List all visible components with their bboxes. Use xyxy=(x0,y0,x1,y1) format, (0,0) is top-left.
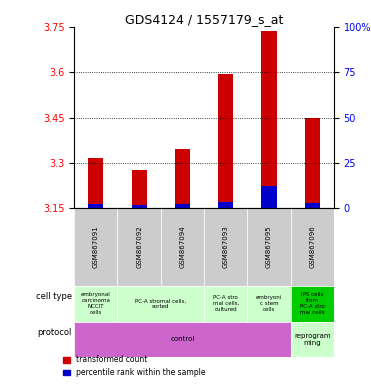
Bar xyxy=(175,149,190,208)
Bar xyxy=(88,158,104,208)
Bar xyxy=(175,204,190,208)
Text: reprogram
ming: reprogram ming xyxy=(294,333,331,346)
Legend: transformed count, percentile rank within the sample: transformed count, percentile rank withi… xyxy=(59,352,209,380)
Text: GSM867093: GSM867093 xyxy=(223,226,229,268)
Text: protocol: protocol xyxy=(38,328,72,337)
Bar xyxy=(132,205,147,208)
Text: cell type: cell type xyxy=(36,292,72,301)
Text: embryoni
c stem
cells: embryoni c stem cells xyxy=(256,295,282,312)
Bar xyxy=(305,118,320,208)
Text: embryonal
carcinoma
NCCIT
cells: embryonal carcinoma NCCIT cells xyxy=(81,293,111,315)
Bar xyxy=(262,31,276,208)
Bar xyxy=(132,170,147,208)
Text: GSM867094: GSM867094 xyxy=(180,226,186,268)
Bar xyxy=(88,204,104,208)
FancyBboxPatch shape xyxy=(118,208,161,286)
FancyBboxPatch shape xyxy=(204,208,247,286)
FancyBboxPatch shape xyxy=(161,208,204,286)
Text: PC-A stro
mal cells,
cultured: PC-A stro mal cells, cultured xyxy=(213,295,239,312)
Text: GSM867095: GSM867095 xyxy=(266,226,272,268)
FancyBboxPatch shape xyxy=(74,286,118,321)
Bar xyxy=(218,202,233,208)
Bar xyxy=(305,203,320,208)
Text: control: control xyxy=(170,336,195,342)
Text: GSM867091: GSM867091 xyxy=(93,226,99,268)
FancyBboxPatch shape xyxy=(290,321,334,357)
FancyBboxPatch shape xyxy=(247,286,290,321)
Bar xyxy=(262,185,276,208)
Title: GDS4124 / 1557179_s_at: GDS4124 / 1557179_s_at xyxy=(125,13,283,26)
Text: IPS cells
from
PC-A stro
mal cells: IPS cells from PC-A stro mal cells xyxy=(300,293,325,315)
FancyBboxPatch shape xyxy=(74,208,118,286)
FancyBboxPatch shape xyxy=(118,286,204,321)
FancyBboxPatch shape xyxy=(204,286,247,321)
Text: GSM867096: GSM867096 xyxy=(309,226,315,268)
FancyBboxPatch shape xyxy=(290,286,334,321)
Text: PC-A stromal cells,
sorted: PC-A stromal cells, sorted xyxy=(135,298,186,309)
FancyBboxPatch shape xyxy=(247,208,290,286)
Text: GSM867092: GSM867092 xyxy=(136,226,142,268)
Bar xyxy=(218,74,233,208)
FancyBboxPatch shape xyxy=(74,321,290,357)
FancyBboxPatch shape xyxy=(290,208,334,286)
